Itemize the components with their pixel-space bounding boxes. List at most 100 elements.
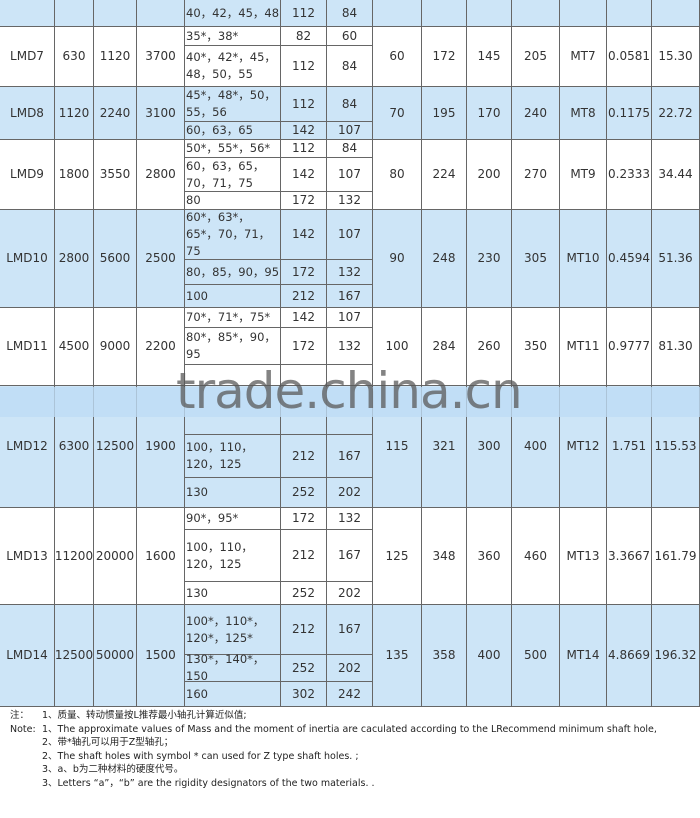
bore-cell: 40*，42*，45，48，50，55 <box>185 46 281 87</box>
model-cell: LMD13 <box>0 508 55 605</box>
value-cell: 15.30 <box>652 27 700 87</box>
length-cell: 142 <box>281 210 327 260</box>
value-cell: 20000 <box>94 508 137 605</box>
value-cell: 100 <box>373 308 422 386</box>
value-cell: 224 <box>422 140 467 210</box>
length-cell: 60 <box>327 27 373 46</box>
length-cell: 167 <box>327 435 373 478</box>
bore-cell: 100 <box>185 285 281 308</box>
model-cell: LMD14 <box>0 605 55 707</box>
note-line: 2、带*轴孔可以用于Z型轴孔； <box>10 736 700 750</box>
value-cell: 9000 <box>94 308 137 386</box>
value-cell: 145 <box>467 27 512 87</box>
value-cell: 70 <box>373 87 422 140</box>
length-cell: 252 <box>281 478 327 508</box>
value-cell <box>607 0 652 27</box>
length-cell: 167 <box>327 285 373 308</box>
value-cell: 305 <box>512 210 560 308</box>
value-cell: MT13 <box>560 508 607 605</box>
bore-cell: 130 <box>185 582 281 605</box>
value-cell: MT14 <box>560 605 607 707</box>
length-cell: 142 <box>281 308 327 328</box>
note-line: 3、Letters “a”，“b” are the rigidity desig… <box>10 777 700 791</box>
value-cell <box>512 0 560 27</box>
length-cell: 107 <box>327 210 373 260</box>
value-cell: 4.8669 <box>607 605 652 707</box>
bore-cell: 40，42，45，48 <box>185 0 281 27</box>
value-cell: 248 <box>422 210 467 308</box>
length-cell: 112 <box>281 0 327 27</box>
value-cell: 80 <box>373 140 422 210</box>
value-cell: 34.44 <box>652 140 700 210</box>
value-cell: 2800 <box>55 210 94 308</box>
value-cell: 0.0581 <box>607 27 652 87</box>
watermark-band <box>0 387 700 417</box>
note-text: 1、质量、转动惯量按L推荐最小轴孔计算近似值; <box>42 710 247 721</box>
note-label: 注： <box>10 710 30 721</box>
value-cell: 205 <box>512 27 560 87</box>
bore-cell: 100*，110*，120*，125* <box>185 605 281 655</box>
length-cell: 84 <box>327 87 373 122</box>
length-cell: 107 <box>327 122 373 140</box>
length-cell: 132 <box>327 192 373 210</box>
model-cell: LMD9 <box>0 140 55 210</box>
value-cell: 200 <box>467 140 512 210</box>
length-cell: 302 <box>281 682 327 707</box>
bore-cell: 80，85，90，95 <box>185 260 281 285</box>
value-cell: 1500 <box>137 605 185 707</box>
bore-cell: 60，63，65 <box>185 122 281 140</box>
value-cell: 196.32 <box>652 605 700 707</box>
value-cell: 50000 <box>94 605 137 707</box>
length-cell: 172 <box>281 260 327 285</box>
value-cell: 350 <box>512 308 560 386</box>
length-cell <box>281 365 327 386</box>
bore-cell: 90*，95* <box>185 508 281 530</box>
value-cell: MT7 <box>560 27 607 87</box>
value-cell: 0.1175 <box>607 87 652 140</box>
bore-cell: 70*，71*，75* <box>185 308 281 328</box>
length-cell: 107 <box>327 308 373 328</box>
value-cell <box>94 0 137 27</box>
value-cell: 5600 <box>94 210 137 308</box>
note-line: 3、a、b为二种材料的硬度代号。 <box>10 763 700 777</box>
bore-cell: 35*，38* <box>185 27 281 46</box>
model-cell: LMD7 <box>0 27 55 87</box>
note-text: 1、The approximate values of Mass and the… <box>42 723 657 735</box>
value-cell: 240 <box>512 87 560 140</box>
value-cell <box>137 0 185 27</box>
notes: 注： 1、质量、转动惯量按L推荐最小轴孔计算近似值; Note: 1、The appr… <box>10 709 700 791</box>
value-cell: MT8 <box>560 87 607 140</box>
length-cell: 132 <box>327 260 373 285</box>
length-cell: 212 <box>281 435 327 478</box>
value-cell: 81.30 <box>652 308 700 386</box>
value-cell: 3550 <box>94 140 137 210</box>
length-cell: 82 <box>281 27 327 46</box>
value-cell: 1800 <box>55 140 94 210</box>
note-label <box>10 736 36 750</box>
note-label: Note: <box>10 723 36 735</box>
bore-cell: 60*，63*，65*，70，71，75 <box>185 210 281 260</box>
length-cell: 252 <box>281 582 327 605</box>
value-cell: 4500 <box>55 308 94 386</box>
value-cell: 0.4594 <box>607 210 652 308</box>
value-cell <box>467 0 512 27</box>
bore-cell: 100，110，120，125 <box>185 435 281 478</box>
bore-cell: 80*，85*，90，95 <box>185 328 281 365</box>
value-cell: 460 <box>512 508 560 605</box>
bore-cell: 100，110，120，125 <box>185 530 281 582</box>
value-cell: 0.9777 <box>607 308 652 386</box>
value-cell <box>560 0 607 27</box>
note-line: 注： 1、质量、转动惯量按L推荐最小轴孔计算近似值; <box>10 709 700 723</box>
bore-cell: 130 <box>185 478 281 508</box>
length-cell: 132 <box>327 508 373 530</box>
length-cell: 132 <box>327 328 373 365</box>
length-cell: 202 <box>327 655 373 682</box>
note-label <box>10 763 36 777</box>
value-cell: 1120 <box>55 87 94 140</box>
length-cell: 167 <box>327 530 373 582</box>
note-text: 2、带*轴孔可以用于Z型轴孔； <box>42 737 174 749</box>
value-cell: 2800 <box>137 140 185 210</box>
value-cell: 90 <box>373 210 422 308</box>
value-cell: 2200 <box>137 308 185 386</box>
length-cell: 252 <box>281 655 327 682</box>
